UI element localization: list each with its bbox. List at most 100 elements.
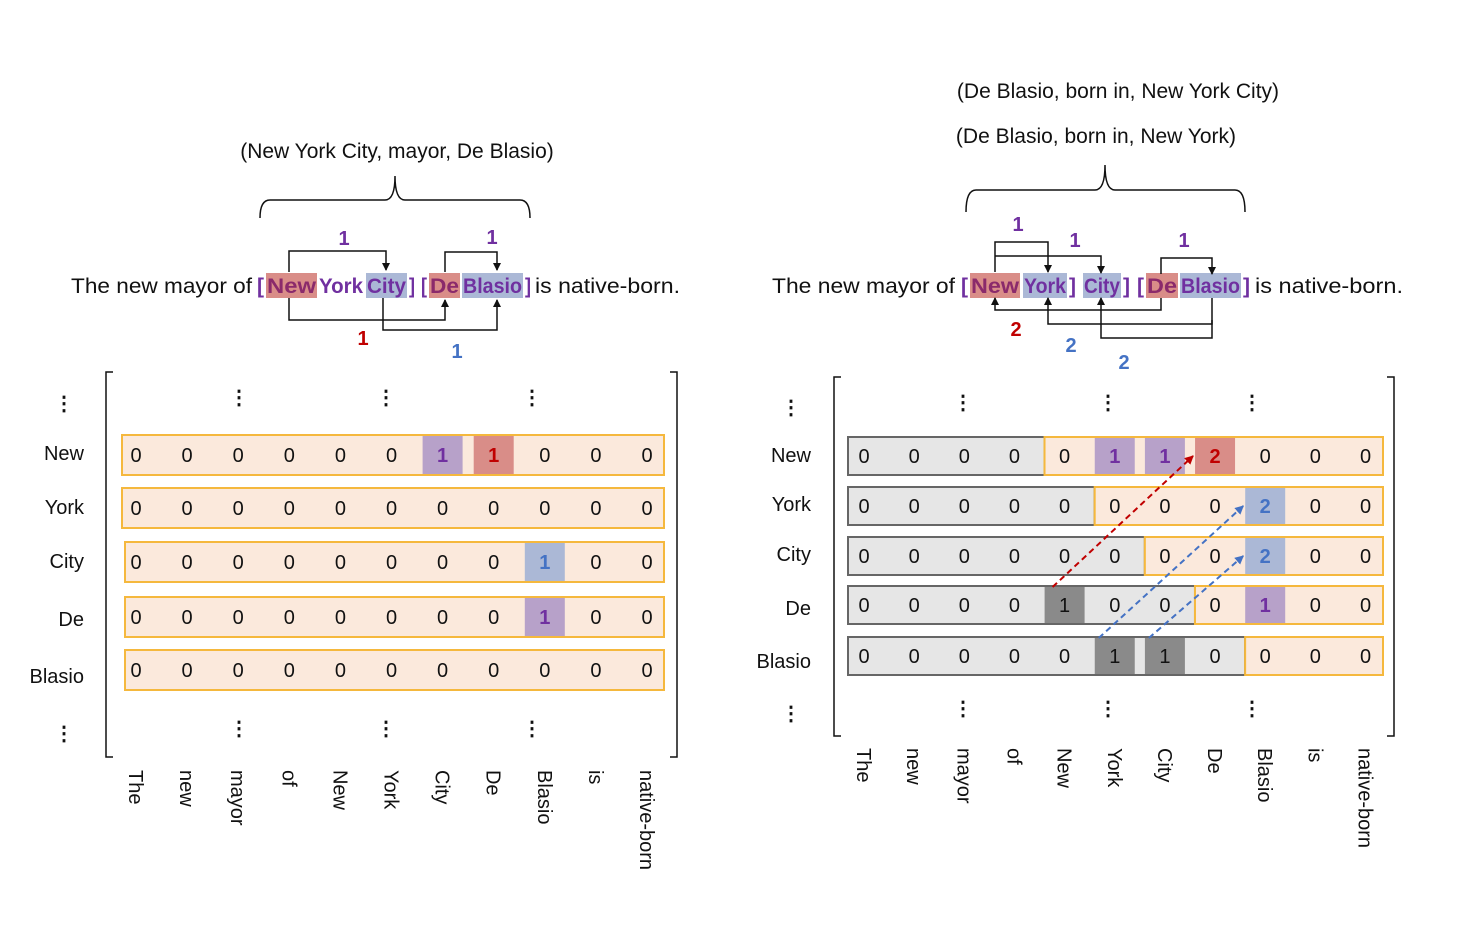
link-label: 1 — [451, 341, 462, 363]
cell-value: 0 — [1209, 546, 1220, 568]
token-highlight — [1180, 273, 1241, 298]
right-link-labels: 1 1 1 2 2 2 — [1010, 214, 1189, 374]
matrix-row: 0 0 0 0 0 0 0 0 1 0 0 — [124, 541, 665, 583]
entity-token: Blasio — [1181, 275, 1240, 298]
active-region — [124, 649, 665, 691]
cell-value: 0 — [909, 446, 920, 468]
cell-value: 0 — [641, 607, 652, 629]
cell-value: 0 — [959, 496, 970, 518]
column-label: native-born — [1354, 748, 1376, 848]
cell-value: 0 — [1109, 546, 1120, 568]
cell-value: 0 — [959, 646, 970, 668]
left-sentence: The new mayor of [New York City][De Blasio]… — [71, 273, 680, 298]
cell-value: 0 — [335, 498, 346, 520]
cell-value: 0 — [641, 445, 652, 467]
row-label: York — [45, 497, 85, 519]
cell-value: 0 — [437, 660, 448, 682]
cell-value: 0 — [858, 646, 869, 668]
matrix-row: 0 0 0 0 0 1 1 0 0 0 0 — [847, 636, 1384, 676]
ellipsis: ⋮ — [229, 387, 249, 409]
cell-value: 0 — [1009, 546, 1020, 568]
row-label: New — [44, 443, 85, 465]
cell-value: 0 — [335, 552, 346, 574]
cell-value: 0 — [386, 660, 397, 682]
token-highlight — [1083, 273, 1121, 298]
column-label: Blasio — [533, 770, 555, 824]
cell-value: 0 — [1059, 646, 1070, 668]
cell-value: 0 — [182, 552, 193, 574]
active-region — [1193, 585, 1384, 625]
ellipsis: ⋮ — [522, 718, 542, 740]
cell-value: 0 — [1310, 496, 1321, 518]
cell-value: 0 — [284, 498, 295, 520]
link-arrow — [995, 255, 1105, 274]
matrix-row: 0 0 0 0 0 0 0 0 2 0 0 — [847, 486, 1385, 526]
cell-value: 0 — [335, 660, 346, 682]
row-label: York — [772, 494, 812, 516]
cell-value: 0 — [1310, 446, 1321, 468]
cell-value: 2 — [1209, 446, 1220, 468]
entity-token: York — [1024, 275, 1066, 298]
cell-value: 0 — [909, 546, 920, 568]
dependency-arrow — [1148, 555, 1244, 639]
cell-value: 1 — [488, 445, 499, 467]
cell-value: 0 — [130, 445, 141, 467]
left-panel: (New York City, mayor, De Blasio) The ne… — [30, 140, 680, 870]
active-region — [124, 541, 665, 583]
column-label: native-born — [635, 770, 657, 870]
cell-value: 0 — [1360, 496, 1371, 518]
ellipsis: ⋮ — [1242, 698, 1262, 720]
cell-value: 0 — [1260, 446, 1271, 468]
cell-value: 0 — [590, 660, 601, 682]
row-label: De — [785, 598, 811, 620]
cell-value: 0 — [1260, 646, 1271, 668]
column-label: New — [1053, 748, 1075, 789]
cell-value: 1 — [1260, 595, 1271, 617]
ellipsis: ⋮ — [229, 718, 249, 740]
link-label: 1 — [486, 227, 497, 249]
cell-value: 0 — [182, 445, 193, 467]
right-sentence: The new mayor of [New York] City][De Blasio… — [772, 273, 1403, 298]
active-region — [1244, 636, 1384, 676]
matrix-row: 0 0 0 0 0 0 0 0 2 0 0 — [847, 536, 1384, 576]
entity-bracket: [ — [961, 275, 968, 298]
cell-value: 0 — [1209, 595, 1220, 617]
highlight-cell — [1245, 587, 1286, 623]
highlight-cell — [1144, 638, 1185, 674]
link-arrow — [991, 297, 1162, 311]
cell-value: 0 — [335, 445, 346, 467]
link-label: 1 — [1069, 230, 1080, 252]
highlight-cell — [1144, 438, 1185, 474]
left-triple: (New York City, mayor, De Blasio) — [240, 140, 554, 163]
entity-bracket: [ — [257, 275, 264, 298]
dependency-arrow — [1051, 455, 1194, 588]
column-label: new — [902, 748, 924, 785]
entity-token: York — [319, 275, 363, 298]
column-label: mayor — [952, 748, 974, 804]
link-label: 1 — [338, 228, 349, 250]
cell-value: 1 — [1109, 446, 1120, 468]
row-label: De — [58, 609, 84, 631]
cell-value: 0 — [590, 498, 601, 520]
highlight-cell — [422, 436, 463, 474]
cell-value: 0 — [1209, 496, 1220, 518]
entity-token: New — [971, 275, 1020, 298]
column-label: New — [328, 770, 350, 811]
entity-bracket: [ — [421, 275, 427, 298]
cell-value: 1 — [1059, 595, 1070, 617]
link-arrow — [994, 241, 1052, 273]
row-label: City — [777, 544, 811, 566]
highlight-cell — [1195, 438, 1236, 474]
right-triple-1: (De Blasio, born in, New York City) — [957, 80, 1279, 103]
cell-value: 0 — [959, 546, 970, 568]
token-highlight — [462, 273, 523, 298]
cell-value: 0 — [909, 496, 920, 518]
cell-value: 0 — [1209, 646, 1220, 668]
cell-value: 0 — [1109, 595, 1120, 617]
cell-value: 0 — [437, 552, 448, 574]
column-label: City — [431, 770, 453, 804]
entity-bracket: ] — [1123, 275, 1130, 298]
entity-bracket: ] — [1069, 275, 1076, 298]
cell-value: 0 — [233, 607, 244, 629]
link-arrow — [1160, 257, 1216, 275]
